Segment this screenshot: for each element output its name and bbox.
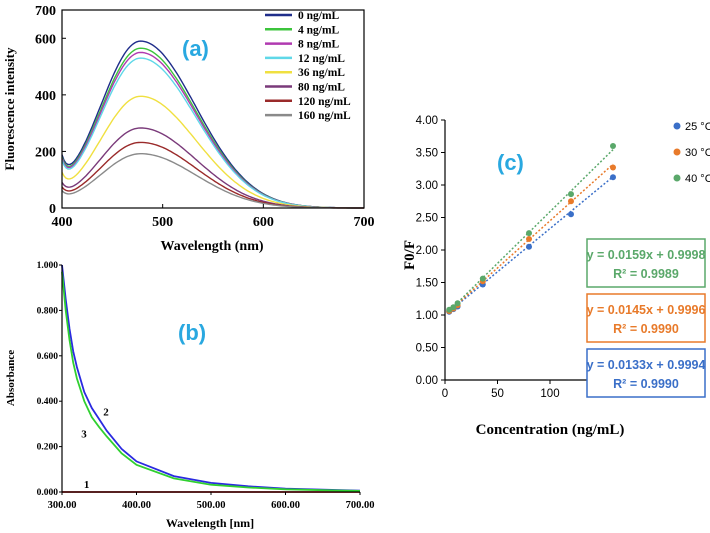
chart-b-ytick-label: 0.800 xyxy=(37,306,59,316)
chart-c-legend-marker xyxy=(673,122,681,130)
chart-c-r2: R² = 0.9990 xyxy=(613,322,679,336)
chart-a-legend-label: 4 ng/mL xyxy=(298,24,340,36)
chart-a-plot-frame xyxy=(61,9,365,209)
chart-a-xtick-label: 600 xyxy=(253,215,274,230)
chart-c-panel-label: (c) xyxy=(497,150,524,175)
chart-a-legend-label: 160 ng/mL xyxy=(298,110,351,122)
chart-c-data-point xyxy=(610,174,616,181)
chart-c-data-point xyxy=(450,304,457,311)
chart-c-ytick-label: 4.00 xyxy=(416,115,438,127)
chart-b-ytick-label: 0.000 xyxy=(37,488,59,498)
chart-a-ytick-label: 400 xyxy=(35,89,56,104)
chart-c-legend-label: 25 °C xyxy=(685,121,710,133)
chart-a-legend-label: 120 ng/mL xyxy=(298,96,351,108)
chart-a-xtick-label: 400 xyxy=(52,215,73,230)
chart-a-xlabel: Wavelength (nm) xyxy=(160,239,263,254)
chart-c-xlabel: Concentration (ng/mL) xyxy=(476,422,625,438)
chart-a-legend-label: 80 ng/mL xyxy=(298,82,345,94)
chart-c-data-point xyxy=(526,235,532,242)
chart-c-xtick-label: 100 xyxy=(540,388,559,400)
chart-b-curve-label: 1 xyxy=(84,479,90,491)
chart-b-xtick-label: 300.00 xyxy=(48,500,77,511)
chart-b-ytick-label: 0.600 xyxy=(37,352,59,362)
chart-b-xtick-label: 600.00 xyxy=(271,500,300,511)
chart-c-equation: y = 0.0145x + 0.9996 xyxy=(587,303,706,317)
chart-c-r2: R² = 0.9990 xyxy=(613,377,679,391)
chart-c-xtick-label: 0 xyxy=(442,388,448,400)
chart-a-ytick-label: 600 xyxy=(35,32,56,47)
chart-c-legend-label: 40 °C xyxy=(685,173,710,185)
chart-c-data-point xyxy=(479,275,486,282)
chart-c-equation: y = 0.0159x + 0.9998 xyxy=(587,248,706,262)
chart-b-xtick-label: 700.00 xyxy=(346,500,375,511)
chart-c-ytick-label: 3.00 xyxy=(416,180,438,192)
chart-b-xlabel: Wavelength [nm] xyxy=(166,516,254,530)
chart-b-panel-label: (b) xyxy=(178,320,206,345)
chart-a-panel-label: (a) xyxy=(182,36,209,61)
chart-b-curve-label: 2 xyxy=(103,406,109,418)
chart-c-data-point xyxy=(568,191,574,198)
chart-a-legend-label: 8 ng/mL xyxy=(298,39,340,51)
chart-c-equation: y = 0.0133x + 0.9994 xyxy=(587,358,706,372)
chart-a-legend-label: 0 ng/mL xyxy=(298,10,340,22)
chart-c-trendline xyxy=(448,176,614,313)
chart-a-ytick-label: 0 xyxy=(49,202,56,217)
chart-c-trendline xyxy=(448,163,614,312)
chart-c-data-point xyxy=(568,211,574,218)
chart-c-ytick-label: 3.50 xyxy=(416,148,438,160)
chart-c-data-point xyxy=(454,300,461,307)
chart-a-ytick-label: 200 xyxy=(35,145,56,160)
chart-c-legend-marker xyxy=(673,174,681,182)
chart-c-ytick-label: 0.00 xyxy=(416,375,438,387)
chart-c-equation-box xyxy=(586,348,706,398)
chart-c-ytick-label: 2.00 xyxy=(416,245,438,257)
chart-b-series-line xyxy=(61,264,361,492)
chart-c-data-point xyxy=(526,230,532,237)
chart-a-legend-label: 36 ng/mL xyxy=(298,67,345,79)
chart-a-ylabel: Fluorescence intensity xyxy=(2,47,17,170)
chart-c-ytick-label: 2.50 xyxy=(416,213,438,225)
chart-c-equation-box xyxy=(586,293,706,343)
chart-c-ylabel: F0/F xyxy=(402,240,418,270)
chart-b-series-line xyxy=(61,271,361,492)
chart-b-ytick-label: 0.200 xyxy=(37,443,59,453)
chart-c-ytick-label: 0.50 xyxy=(416,343,438,355)
chart-c-data-point xyxy=(568,198,574,205)
chart-b-xtick-label: 400.00 xyxy=(122,500,151,511)
chart-a-xtick-label: 700 xyxy=(354,215,375,230)
chart-c-xtick-label: 50 xyxy=(491,388,504,400)
chart-a-ytick-label: 700 xyxy=(35,4,56,19)
chart-b-ytick-label: 1.000 xyxy=(37,261,59,271)
chart-c-legend-label: 30 °C xyxy=(685,147,710,159)
chart-c-ytick-label: 1.00 xyxy=(416,310,438,322)
chart-c-ytick-label: 1.50 xyxy=(416,278,438,290)
chart-b-ytick-label: 0.400 xyxy=(37,397,59,407)
chart-c-legend-marker xyxy=(673,148,681,156)
chart-a-legend-label: 12 ng/mL xyxy=(298,53,345,65)
chart-c-r2: R² = 0.9989 xyxy=(613,267,679,281)
chart-c-data-point xyxy=(610,143,616,149)
chart-a-xtick-label: 500 xyxy=(152,215,173,230)
chart-b-curve-label: 3 xyxy=(81,428,87,440)
chart-c-equation-box xyxy=(586,238,706,288)
chart-c-data-point xyxy=(610,164,616,171)
chart-c-data-point xyxy=(526,243,532,250)
chart-b-ylabel: Absorbance xyxy=(5,350,17,406)
chart-b-xtick-label: 500.00 xyxy=(197,500,226,511)
